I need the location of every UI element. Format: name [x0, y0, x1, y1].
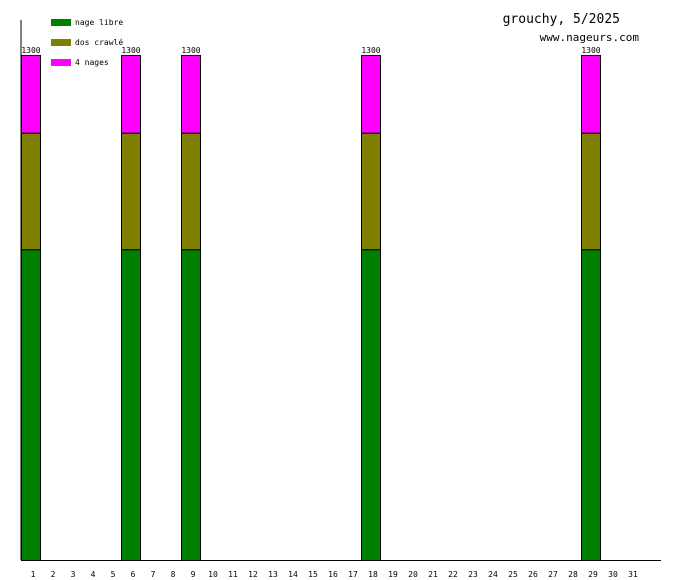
- bar-segment-6-2: [121, 54, 141, 134]
- legend-label-1: dos crawlé: [75, 37, 123, 47]
- total-label-1: 1300: [21, 46, 40, 55]
- total-label-18: 1300: [361, 46, 380, 55]
- total-label-9: 1300: [181, 46, 200, 55]
- bar-segment-6-0: [121, 249, 141, 562]
- x-tick-label-5: 5: [111, 570, 116, 579]
- x-tick-label-7: 7: [151, 570, 156, 579]
- x-tick-label-13: 13: [268, 570, 278, 579]
- x-tick-label-1: 1: [31, 570, 36, 579]
- x-tick-label-30: 30: [608, 570, 618, 579]
- legend-swatch-1: [51, 39, 71, 46]
- bar-segment-18-2: [361, 54, 381, 134]
- x-tick-label-20: 20: [408, 570, 418, 579]
- x-tick-label-26: 26: [528, 570, 538, 579]
- bar-segment-1-1: [21, 132, 41, 251]
- x-tick-label-2: 2: [51, 570, 56, 579]
- x-tick-label-11: 11: [228, 570, 238, 579]
- x-tick-label-27: 27: [548, 570, 558, 579]
- total-label-29: 1300: [581, 46, 600, 55]
- bar-segment-9-2: [181, 54, 201, 134]
- x-tick-label-18: 18: [368, 570, 378, 579]
- x-tick-label-14: 14: [288, 570, 298, 579]
- bars: [21, 54, 601, 562]
- x-tick-label-15: 15: [308, 570, 318, 579]
- bar-segment-18-0: [361, 249, 381, 562]
- bar-segment-18-1: [361, 132, 381, 251]
- bar-segment-29-0: [581, 249, 601, 562]
- bar-segment-1-0: [21, 249, 41, 562]
- x-tick-label-6: 6: [131, 570, 136, 579]
- x-axis-tick-labels: 1 2 3 4 5 6 7 8 9 10 11 12 13 14 15 16 17 18 19 20 21 22 23 24 2…: [31, 570, 638, 579]
- bar-segment-9-1: [181, 132, 201, 251]
- x-tick-label-12: 12: [248, 570, 258, 579]
- legend-label-0: nage libre: [75, 18, 123, 27]
- x-tick-label-4: 4: [91, 570, 96, 579]
- x-tick-label-19: 19: [388, 570, 398, 579]
- legend: nage libre dos crawlé 4 nages: [51, 18, 123, 67]
- bar-segment-9-0: [181, 249, 201, 562]
- x-tick-label-17: 17: [348, 570, 358, 579]
- x-tick-label-8: 8: [171, 570, 176, 579]
- x-tick-label-25: 25: [508, 570, 518, 579]
- x-tick-label-29: 29: [588, 570, 598, 579]
- legend-swatch-0: [51, 19, 71, 26]
- x-tick-label-21: 21: [428, 570, 438, 579]
- bar-segment-6-1: [121, 132, 141, 251]
- total-label-6: 1300: [121, 46, 140, 55]
- x-tick-label-10: 10: [208, 570, 218, 579]
- x-tick-label-16: 16: [328, 570, 338, 579]
- x-tick-label-31: 31: [628, 570, 638, 579]
- chart-subtitle: www.nageurs.com: [540, 31, 640, 44]
- x-tick-label-23: 23: [468, 570, 478, 579]
- x-tick-label-22: 22: [448, 570, 458, 579]
- legend-label-2: 4 nages: [75, 58, 109, 67]
- chart-title: grouchy, 5/2025: [503, 12, 620, 27]
- bar-segment-29-2: [581, 54, 601, 134]
- x-tick-label-3: 3: [71, 570, 76, 579]
- x-tick-label-24: 24: [488, 570, 498, 579]
- bar-segment-1-2: [21, 54, 41, 134]
- x-tick-label-9: 9: [191, 570, 196, 579]
- legend-swatch-2: [51, 59, 71, 66]
- x-tick-label-28: 28: [568, 570, 578, 579]
- total-labels: 1300 1300 1300 1300 1300: [21, 46, 600, 55]
- bar-segment-29-1: [581, 132, 601, 251]
